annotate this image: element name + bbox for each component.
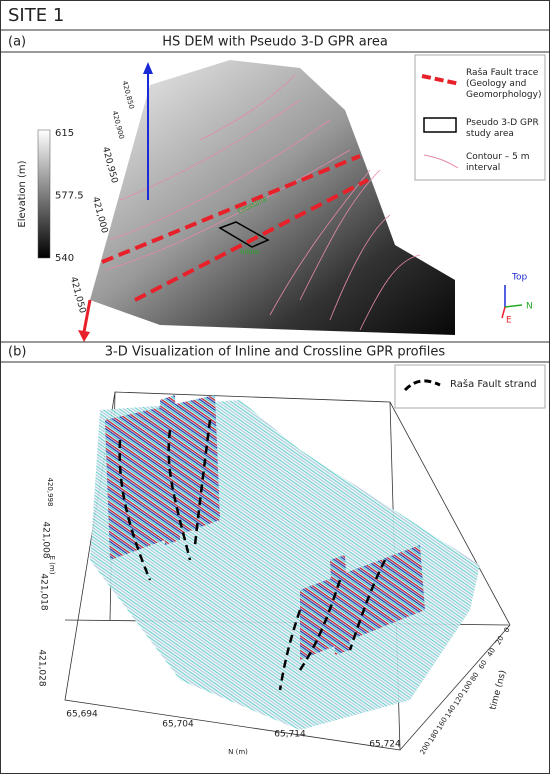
colorbar-tick: 615: [55, 128, 74, 139]
colorbar-tick: 540: [55, 253, 74, 264]
time-tick-label: 20: [494, 634, 505, 646]
orientation-axis: [504, 304, 523, 308]
legend-label: Raša Fault trace (Geology and Geomorpholog…: [466, 67, 541, 100]
e-tick-label: 420,998: [46, 478, 54, 507]
legend-symbol: [421, 74, 461, 86]
legend-box: [414, 54, 546, 181]
legend-symbol: [423, 117, 457, 133]
dem-surface: [90, 60, 455, 335]
time-tick-label: 0: [503, 626, 512, 634]
legend-label: Pseudo 3-D GPR study area: [466, 118, 539, 139]
panel-title: 3-D Visualization of Inline and Crosslin…: [105, 345, 446, 360]
fault-strand: [118, 419, 387, 691]
legend-symbol: [423, 154, 459, 169]
orientation-label: E: [506, 316, 512, 326]
gpr-area: [218, 221, 270, 248]
legend-label: Contour – 5 m interval: [466, 152, 530, 173]
axis-label: E (m): [48, 556, 56, 575]
orientation-axis: [501, 306, 506, 319]
e-tick-label: 421,028: [37, 649, 47, 686]
arrow-head: [143, 62, 153, 74]
fault-trace: [134, 178, 369, 302]
axis-tick-label: 421,000: [90, 196, 109, 235]
n-tick-label: 65,694: [66, 710, 98, 720]
n-tick-label: 65,704: [162, 720, 194, 730]
contours: [104, 74, 421, 331]
orientation-label: Top: [511, 273, 527, 283]
e-tick-label: 421,008: [41, 521, 51, 558]
axis-tick-label: 420,900: [110, 110, 125, 140]
panel-label: (b): [8, 345, 26, 360]
site-title: SITE 1: [8, 5, 64, 26]
legend-label: Raša Fault strand: [450, 378, 537, 390]
time-tick-label: 80: [469, 671, 480, 683]
orientation-label: N: [526, 302, 533, 312]
colorbar-tick: 577.5: [55, 191, 84, 202]
axis-label: time (ns): [488, 669, 508, 711]
axis-arrow: [82, 299, 92, 333]
map-label: Inline: [240, 248, 259, 256]
axis-tick-label: 421,050: [68, 276, 87, 315]
legend-box: [394, 364, 546, 409]
colorbar: [37, 129, 51, 259]
fault-trace: [101, 154, 361, 264]
n-tick-label: 65,714: [274, 730, 306, 740]
n-tick-label: 65,724: [369, 740, 401, 750]
axis-tick-label: 420,850: [120, 80, 135, 110]
gpr-profiles: [105, 395, 425, 660]
arrow-head: [78, 330, 90, 342]
legend-symbol: [403, 379, 441, 392]
axis-tick-label: 420,950: [100, 146, 119, 185]
axis-label: N (m): [228, 748, 248, 756]
panel-title: HS DEM with Pseudo 3-D GPR area: [162, 35, 388, 50]
time-tick-label: 60: [477, 659, 488, 671]
time-tick-label: 40: [486, 647, 497, 659]
colorbar-label: Elevation (m): [17, 160, 28, 227]
panel-label: (a): [8, 35, 26, 50]
e-tick-label: 421,018: [39, 573, 49, 610]
